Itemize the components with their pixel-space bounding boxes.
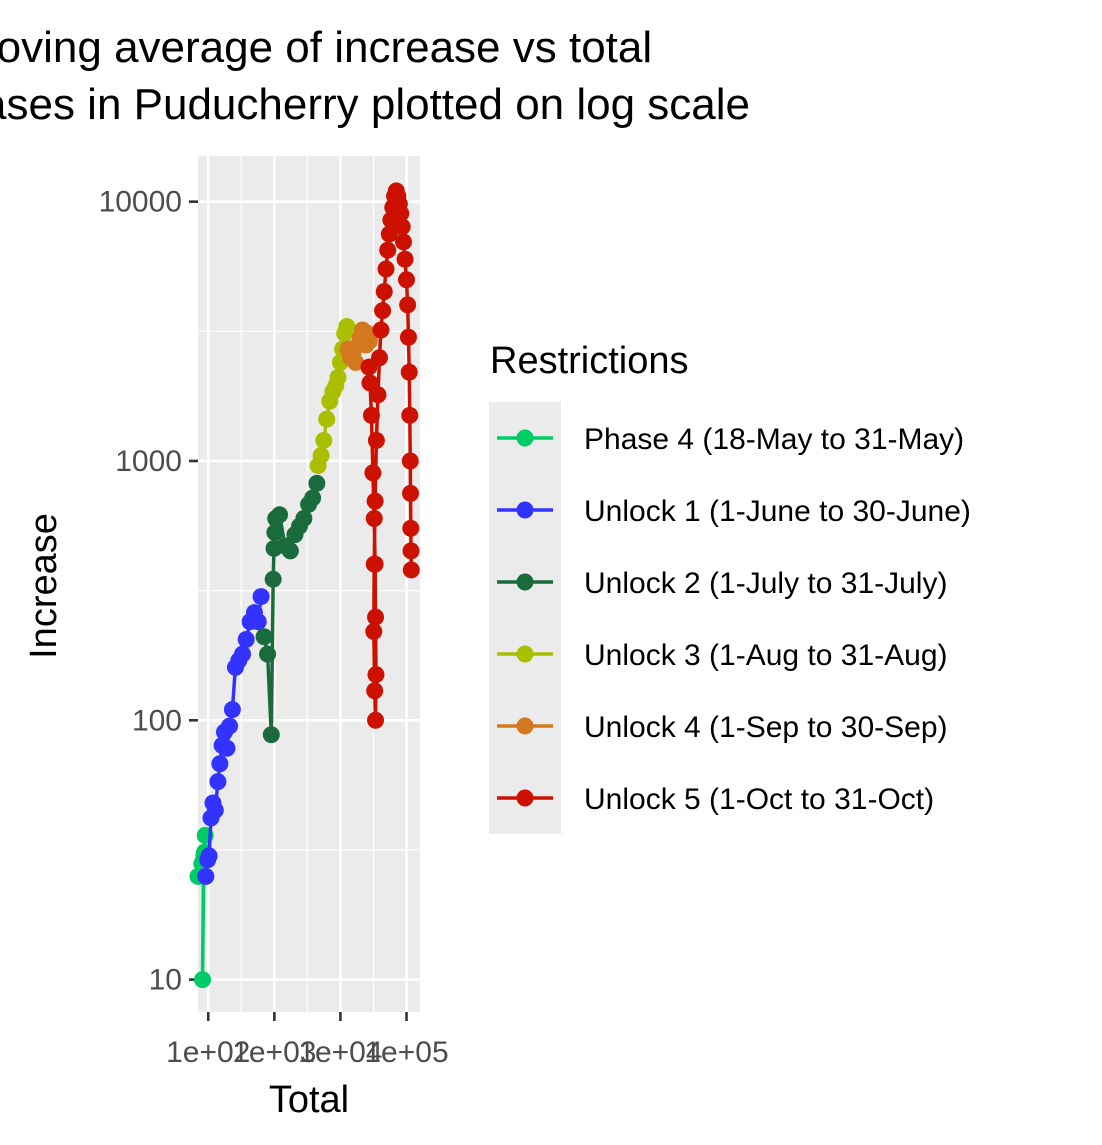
data-point [380, 225, 398, 243]
data-point [367, 666, 385, 684]
data-point [209, 773, 227, 791]
data-point [398, 271, 416, 289]
data-point [252, 588, 270, 606]
y-tick-label: 10000 [99, 186, 182, 219]
x-tick-label: 1e+04 [298, 1036, 382, 1069]
y-tick-label: 1000 [115, 445, 182, 478]
series-group [309, 318, 356, 475]
series-group [360, 182, 420, 729]
data-point [308, 474, 326, 492]
data-point [372, 321, 390, 339]
data-point [249, 613, 267, 631]
data-point [402, 484, 420, 502]
legend-label: Unlock 4 (1-Sep to 30-Sep) [584, 711, 948, 744]
data-point [295, 510, 313, 528]
data-point [262, 726, 280, 744]
legend-label: Unlock 5 (1-Oct to 31-Oct) [584, 783, 934, 816]
data-point [365, 555, 383, 573]
data-point [392, 205, 410, 223]
series-group [197, 588, 270, 885]
data-point [200, 847, 218, 865]
chart-title-line-1: Moving average of increase vs total [0, 23, 652, 72]
data-point [364, 464, 382, 482]
data-point [218, 739, 236, 757]
data-point [194, 971, 212, 989]
data-point [402, 519, 420, 537]
data-point [211, 755, 229, 773]
data-point [377, 260, 395, 278]
legend-title: Restrictions [490, 340, 689, 382]
data-point [367, 608, 385, 626]
data-point [399, 296, 417, 314]
y-axis-title: Increase [23, 513, 65, 659]
data-point [375, 283, 393, 301]
data-point [362, 406, 380, 424]
data-point [401, 452, 419, 470]
data-point [367, 711, 385, 729]
data-point [304, 489, 322, 507]
legend-key-point [516, 645, 534, 663]
y-tick-label: 100 [132, 704, 182, 737]
data-point [360, 332, 378, 350]
data-point [365, 622, 383, 640]
y-tick-label: 10 [149, 964, 182, 997]
data-point [402, 561, 420, 579]
legend-label: Unlock 2 (1-July to 31-July) [584, 567, 947, 600]
data-point [393, 218, 411, 236]
x-axis-title: Total [269, 1079, 349, 1121]
data-point [366, 682, 384, 700]
data-point [396, 250, 414, 268]
data-point [259, 645, 277, 663]
data-point [367, 431, 385, 449]
data-point [271, 506, 289, 524]
legend-label: Phase 4 (18-May to 31-May) [584, 423, 964, 456]
chart-title-line-2: cases in Puducherry plotted on log scale [0, 80, 750, 129]
legend: Restrictions Phase 4 (18-May to 31-May) U… [489, 340, 971, 834]
data-point [206, 801, 224, 819]
legend-label: Unlock 3 (1-Aug to 31-Aug) [584, 639, 948, 672]
legend-key-point [516, 573, 534, 591]
legend-key-point [516, 501, 534, 519]
data-point [255, 628, 273, 646]
data-point [379, 241, 397, 259]
data-point [197, 867, 215, 885]
data-point [234, 645, 252, 663]
x-tick-label: 1e+05 [364, 1036, 448, 1069]
legend-key-point [516, 429, 534, 447]
x-tick-label: 1e+03 [232, 1036, 316, 1069]
data-point [223, 701, 241, 719]
data-point [399, 328, 417, 346]
data-point [369, 386, 387, 404]
data-point [401, 406, 419, 424]
data-point [318, 410, 336, 428]
data-point [315, 431, 333, 449]
data-point [266, 523, 284, 541]
data-point [366, 492, 384, 510]
data-point [370, 349, 388, 367]
data-point [402, 542, 420, 560]
legend-key-point [516, 789, 534, 807]
series-group [255, 474, 326, 744]
data-point [312, 446, 330, 464]
series-group [339, 321, 378, 371]
data-point [374, 302, 392, 320]
y-axis: 10 100 1000 10000 [99, 186, 198, 997]
data-point [221, 717, 239, 735]
data-point [264, 570, 282, 588]
x-tick-label: 1e+02 [166, 1036, 250, 1069]
legend-key-background [489, 402, 561, 834]
data-point [400, 363, 418, 381]
data-point [338, 318, 356, 336]
legend-label: Unlock 1 (1-June to 30-June) [584, 495, 971, 528]
data-point [347, 353, 365, 371]
data-point [237, 630, 255, 648]
data-point [365, 510, 383, 528]
legend-key-point [516, 717, 534, 735]
data-series [189, 182, 420, 989]
data-point [394, 233, 412, 251]
data-point [281, 542, 299, 560]
data-point [329, 368, 347, 386]
